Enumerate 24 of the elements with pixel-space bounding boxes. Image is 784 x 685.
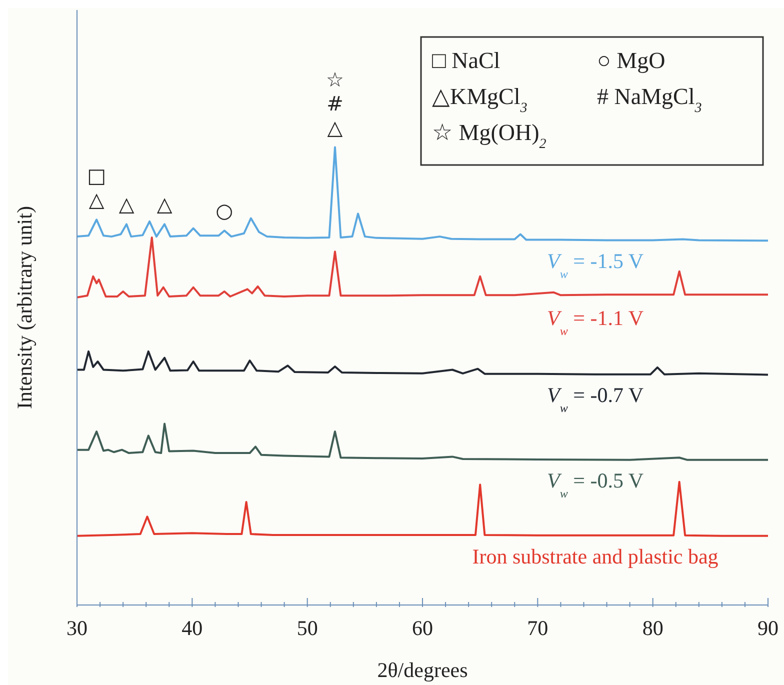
text: # NaMgCl$_{3}$ (597, 84, 702, 116)
annotation: □△ (87, 164, 106, 212)
text: △KMgCl$_{3}$ (432, 84, 528, 116)
annotation: ☆ Mg(OH)$_{2}$ (432, 120, 546, 152)
annotation: ○ (216, 198, 234, 223)
x-tick-label: 80 (642, 616, 664, 640)
series-label: V$_{w}$ = -0.5 V (547, 468, 644, 500)
annotation: △ (156, 192, 173, 216)
y-axis-title: Intensity (arbitrary unit) (12, 206, 36, 409)
text: □ NaCl (432, 48, 500, 73)
annotation: △ (118, 192, 135, 216)
x-axis-title: 2θ/degrees (377, 658, 468, 682)
x-tick-label: 70 (527, 616, 548, 640)
series-label: V$_{w}$ = -1.5 V (547, 249, 644, 282)
annotation: ☆#△ (326, 67, 344, 140)
x-tick-label: 40 (182, 616, 203, 640)
series-label: Iron substrate and plastic bag (472, 544, 719, 568)
series-label: V$_{w}$ = -1.1 V (547, 306, 644, 338)
series-label: V$_{w}$ = -0.7 V (547, 383, 644, 416)
x-tick-label: 90 (758, 616, 778, 640)
x-tick-label: 50 (296, 616, 318, 640)
x-tick-label: 30 (66, 616, 88, 640)
x-tick-label: 60 (412, 616, 433, 640)
text: ○ MgO (597, 48, 666, 73)
